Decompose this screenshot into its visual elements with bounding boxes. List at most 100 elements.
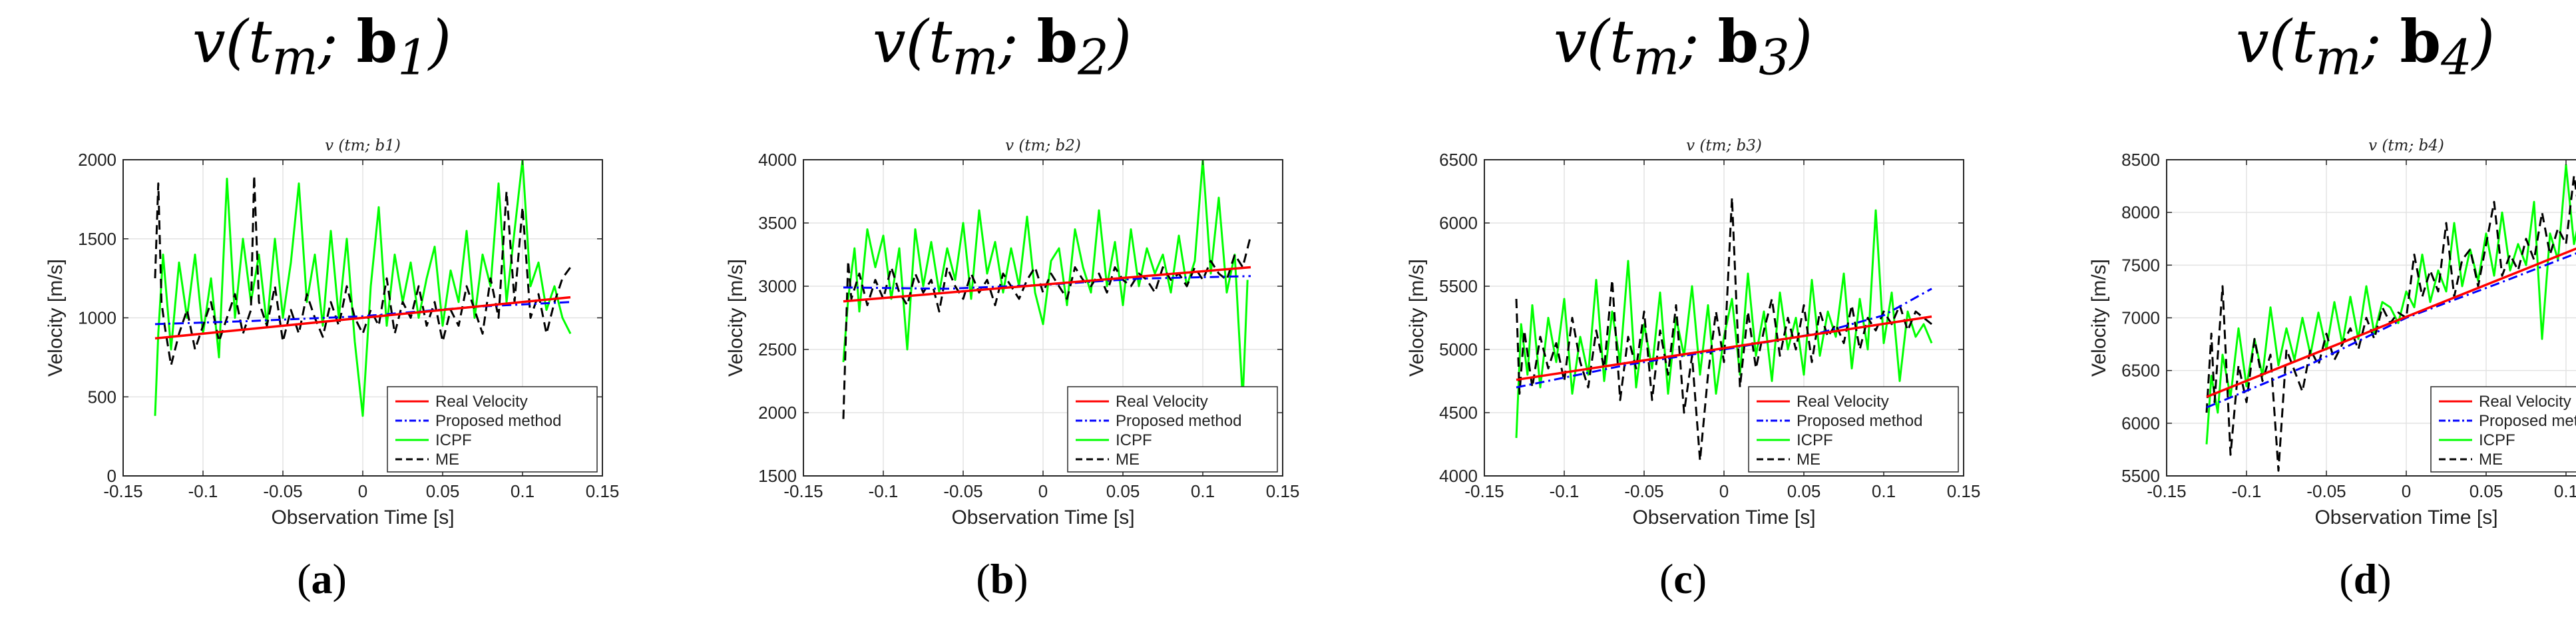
x-axis-label: Observation Time [s]: [271, 507, 454, 528]
panel-caption: (a): [297, 555, 347, 602]
x-tick-label: 0: [2402, 481, 2411, 501]
y-tick-label: 4000: [1439, 466, 1478, 486]
panel-heading: v(tm; b3): [1553, 7, 1813, 87]
x-tick-label: 0.05: [1106, 481, 1140, 501]
x-axis-label: Observation Time [s]: [1632, 507, 1815, 528]
legend-label: Proposed method: [1797, 412, 1922, 430]
series-line-icpf: [2205, 164, 2576, 445]
legend-label: Proposed method: [435, 412, 561, 430]
panel-c: v(tm; b3) -0.15 -0.1 -0.05 0 0.05 0.1 0.15 4000…: [1361, 0, 2005, 625]
x-tick-label: 0.15: [1266, 481, 1300, 501]
y-tick-label: 2500: [758, 339, 797, 359]
y-tick-label: 500: [88, 387, 116, 407]
x-tick-label: -0.1: [869, 481, 899, 501]
x-tick-label: 0.05: [2469, 481, 2503, 501]
legend-label: ICPF: [2479, 431, 2515, 449]
x-tick-label: 0.05: [1787, 481, 1821, 501]
legend-label: ME: [435, 451, 459, 469]
y-tick-label: 1500: [78, 229, 116, 249]
legend-label: Proposed method: [2479, 412, 2576, 430]
x-tick-label: -0.1: [188, 481, 218, 501]
panel-b: v(tm; b2) -0.15 -0.1 -0.05 0 0.05 0.1 0.15 1500…: [680, 0, 1324, 625]
series-line-icpf: [1515, 209, 1933, 439]
y-axis-label: Velocity [m/s]: [45, 259, 67, 377]
y-axis-label: Velocity [m/s]: [1406, 259, 1428, 377]
legend-label: ICPF: [1797, 431, 1833, 449]
x-tick-label: 0.1: [1872, 481, 1896, 501]
x-tick-label: -0.15: [783, 481, 823, 501]
x-tick-label: 0.1: [1191, 481, 1215, 501]
series-line-proposed-method: [154, 301, 571, 325]
legend-label: ME: [1797, 451, 1821, 469]
x-axis-label: Observation Time [s]: [2314, 507, 2497, 528]
x-tick-label: -0.15: [103, 481, 142, 501]
x-tick-label: 0: [358, 481, 367, 501]
series-line-real-velocity: [154, 296, 571, 340]
x-tick-label: 0.1: [511, 481, 535, 501]
x-tick-label: 0.15: [586, 481, 620, 501]
y-tick-label: 6000: [2121, 413, 2160, 433]
series-line-me: [154, 174, 572, 367]
panel-heading: v(tm; b1): [192, 7, 452, 87]
y-tick-label: 1000: [78, 308, 116, 328]
panel-a: v(tm; b1) -0.15 -0.1 -0.05 0 0.05 0.1 0.15 0 500…: [0, 0, 644, 625]
x-axis-label: Observation Time [s]: [951, 507, 1134, 528]
legend-box: [2430, 386, 2576, 473]
legend-label: Real Velocity: [1116, 393, 1208, 411]
legend-label: Real Velocity: [1797, 393, 1889, 411]
panel-heading: v(tm; b4): [2235, 7, 2495, 87]
series-line-real-velocity: [1516, 315, 1932, 381]
y-tick-label: 0: [107, 466, 116, 486]
panel-d: v(tm; b4) -0.15-0.1-0.0500.050.10.155500…: [2043, 0, 2576, 625]
x-tick-label: -0.05: [1624, 481, 1663, 501]
velocity-chart: -0.15 -0.1 -0.05 0 0.05 0.1 0.15 4000 4500 5000 55…: [1406, 137, 1981, 528]
velocity-chart: -0.15 -0.1 -0.05 0 0.05 0.1 0.15 0 500 1000 1500 20…: [45, 137, 620, 528]
y-tick-label: 8500: [2121, 150, 2160, 170]
series-line-icpf: [154, 160, 572, 417]
panel-caption: (d): [2339, 555, 2392, 602]
y-tick-label: 4000: [758, 150, 797, 170]
y-tick-label: 5000: [1439, 339, 1478, 359]
y-tick-label: 6500: [2121, 361, 2160, 381]
y-tick-label: 2000: [78, 150, 116, 170]
legend-label: ME: [1116, 451, 1140, 469]
legend-label: ICPF: [435, 431, 472, 449]
y-tick-label: 5500: [2121, 466, 2160, 486]
legend-label: Real Velocity: [435, 393, 528, 411]
x-tick-label: -0.05: [263, 481, 302, 501]
series-line-icpf: [842, 160, 1249, 401]
x-tick-label: -0.15: [2147, 481, 2186, 501]
series-line-real-velocity: [2206, 247, 2576, 398]
legend-label: ME: [2479, 451, 2503, 469]
x-tick-label: 0.15: [1947, 481, 1981, 501]
x-tick-label: 0: [1038, 481, 1048, 501]
y-tick-label: 5500: [1439, 276, 1478, 296]
y-axis-label: Velocity [m/s]: [2088, 259, 2110, 377]
series-line-me: [1515, 196, 1932, 462]
chart-title: v (tm; b4): [2368, 137, 2444, 154]
series-line-real-velocity: [843, 266, 1251, 303]
legend-label: Proposed method: [1116, 412, 1241, 430]
chart-title: v (tm; b3): [1686, 137, 1762, 154]
y-tick-label: 7000: [2121, 308, 2160, 328]
x-tick-label: -0.1: [2232, 481, 2262, 501]
y-tick-label: 1500: [758, 466, 797, 486]
y-tick-label: 3000: [758, 276, 797, 296]
panel-heading: v(tm; b2): [872, 7, 1132, 87]
chart-title: v (tm; b1): [325, 137, 401, 154]
y-tick-label: 3500: [758, 213, 797, 233]
x-tick-label: -0.05: [2306, 481, 2346, 501]
x-tick-label: 0.1: [2554, 481, 2576, 501]
x-tick-label: -0.15: [1464, 481, 1504, 501]
y-tick-label: 6000: [1439, 213, 1478, 233]
panel-caption: (b): [976, 555, 1028, 602]
series-line-me: [842, 235, 1252, 419]
legend-label: Real Velocity: [2479, 393, 2571, 411]
y-axis-label: Velocity [m/s]: [725, 259, 747, 377]
chart-title: v (tm; b2): [1005, 137, 1081, 154]
x-tick-label: -0.05: [943, 481, 982, 501]
legend-label: ICPF: [1116, 431, 1152, 449]
y-tick-label: 6500: [1439, 150, 1478, 170]
x-tick-label: -0.1: [1550, 481, 1580, 501]
x-tick-label: 0: [1719, 481, 1729, 501]
